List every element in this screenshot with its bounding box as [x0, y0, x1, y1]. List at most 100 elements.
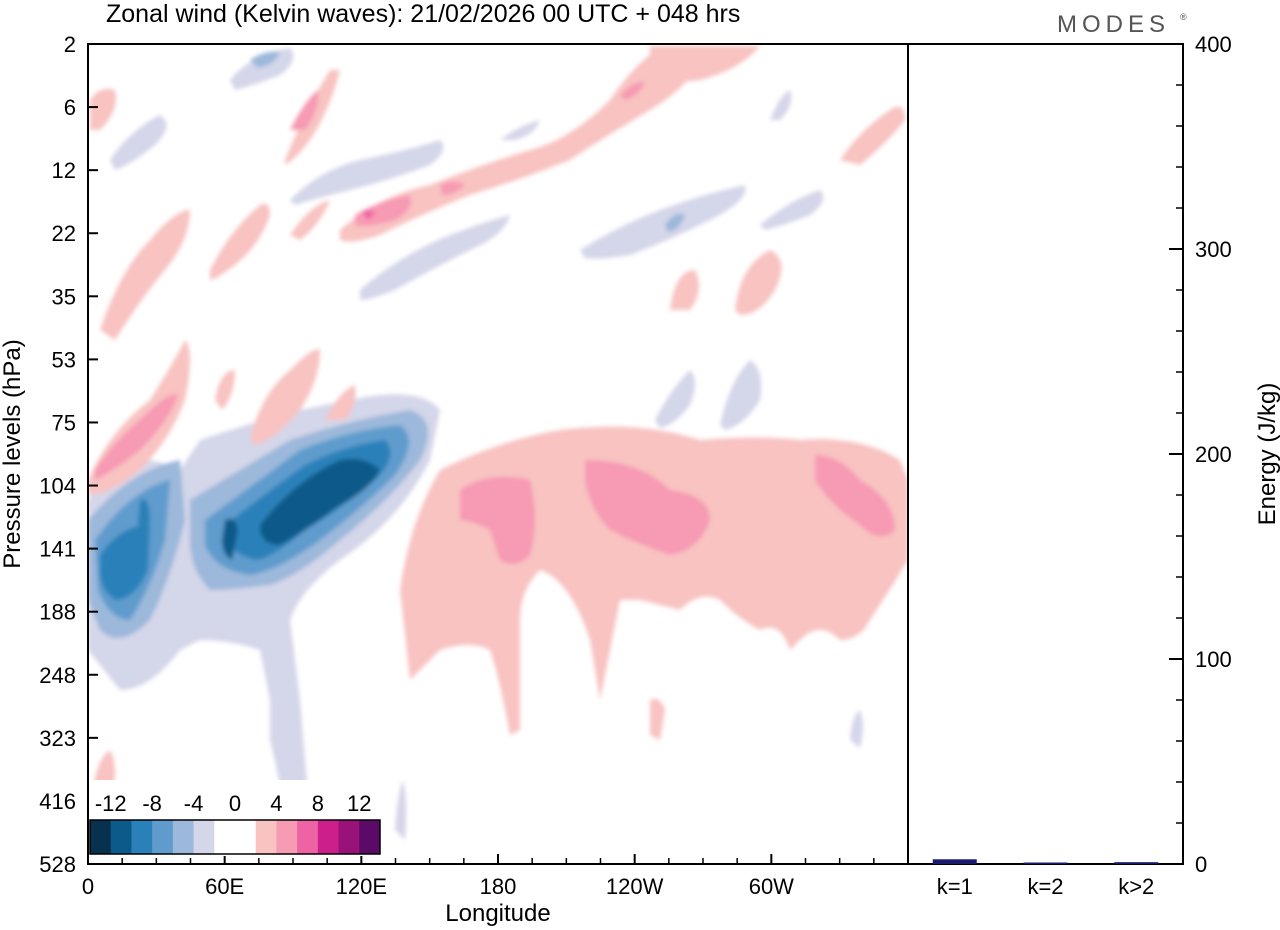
contour-region-pos-8	[460, 476, 535, 564]
y-tick-label: 416	[39, 789, 76, 814]
contour-region-neg-4	[230, 48, 294, 90]
colorbar-swatch	[297, 820, 319, 854]
contour-region-pos-4	[670, 270, 699, 310]
pressure-axis: 2 6 12 22 35 53 75 104 141 188 248 323 416 528	[39, 32, 98, 877]
contour-region-neg-20	[260, 458, 380, 545]
contour-region-pos-4	[100, 210, 190, 340]
colorbar-swatch	[317, 820, 340, 854]
contour-region-pos-4	[325, 385, 356, 420]
colorbar-swatch	[193, 820, 215, 854]
wind-contour-field	[88, 46, 908, 840]
x-tick-label: 60W	[749, 874, 794, 899]
y-tick-label: 2	[64, 32, 76, 57]
contour-region-pos-4	[840, 106, 905, 165]
colorbar-swatch	[110, 820, 132, 854]
colorbar-tick-label: -8	[142, 791, 162, 816]
contour-region-neg-20	[222, 518, 238, 560]
x-axis-label: Longitude	[445, 900, 550, 927]
energy-tick-label: 400	[1195, 32, 1232, 57]
energy-tick-label: 100	[1195, 647, 1232, 672]
contour-region-neg-4	[110, 115, 167, 170]
y-tick-label: 22	[52, 221, 76, 246]
energy-category-label: k=1	[937, 874, 973, 899]
contour-region-pos-4	[650, 46, 760, 82]
contour-region-neg-4	[850, 710, 863, 748]
energy-categories: k=1 k=2 k>2	[937, 874, 1155, 899]
energy-bar	[1023, 862, 1068, 864]
contour-region-pos-4	[650, 698, 665, 740]
colorbar-tick-label: 8	[312, 791, 324, 816]
x-tick-label: 60E	[205, 874, 244, 899]
colorbar-labels: -12 -8 -4 0 4 8 12	[95, 791, 372, 816]
energy-bars	[932, 859, 1159, 864]
colorbar	[89, 780, 381, 856]
y-tick-label: 104	[39, 474, 76, 499]
colorbar-swatch	[172, 820, 195, 854]
contour-region-neg-16	[100, 525, 150, 600]
longitude-axis: 0 60E 120E 180 120W 60W	[82, 854, 875, 899]
contour-region-pos-4	[90, 88, 116, 130]
colorbar-tick-label: -4	[184, 791, 204, 816]
y-tick-label: 188	[39, 600, 76, 625]
contour-region-neg-8	[250, 51, 280, 68]
colorbar-swatch	[359, 820, 381, 854]
y-tick-label: 248	[39, 663, 76, 688]
energy-bar	[1114, 862, 1159, 864]
colorbar-tick-label: 4	[270, 791, 282, 816]
y-axis-label: Pressure levels (hPa)	[0, 339, 26, 568]
energy-tick-label: 200	[1195, 442, 1232, 467]
colorbar-frame	[89, 819, 381, 855]
colorbar-swatch	[235, 820, 257, 854]
x-tick-label: 120E	[336, 874, 387, 899]
contour-region-pos-8	[290, 90, 319, 130]
y-tick-label: 35	[52, 284, 76, 309]
x-tick-label: 0	[82, 874, 94, 899]
energy-category-label: k=2	[1027, 874, 1063, 899]
colorbar-swatch	[152, 820, 174, 854]
contour-region-pos-8	[620, 81, 645, 100]
energy-axis: 0 100 200 300 400	[1169, 32, 1232, 877]
colorbar-swatch	[255, 820, 277, 854]
y-tick-label: 528	[39, 852, 76, 877]
contour-region-neg-4	[760, 190, 824, 230]
contour-region-neg-4	[290, 140, 444, 205]
contour-region-neg-4	[655, 370, 695, 428]
modes-logo: MODES ®	[1057, 11, 1187, 38]
energy-bar	[932, 859, 977, 864]
y-tick-label: 12	[52, 158, 76, 183]
contour-region-pos-8	[815, 455, 895, 537]
chart-title: Zonal wind (Kelvin waves): 21/02/2026 00…	[106, 0, 740, 28]
contour-region-pos-8	[585, 460, 710, 555]
y-tick-label: 53	[52, 347, 76, 372]
contour-region-neg-4	[770, 90, 792, 120]
y-tick-label: 141	[39, 537, 76, 562]
energy-axis-label: Energy (J/kg)	[1254, 383, 1280, 526]
contour-region-neg-16	[138, 499, 150, 550]
contour-region-pos-4	[250, 349, 320, 445]
energy-tick-label: 0	[1195, 852, 1207, 877]
energy-tick-label: 300	[1195, 237, 1232, 262]
colorbar-tick-label: -12	[95, 791, 127, 816]
logo-mark: ®	[1180, 12, 1187, 22]
y-tick-label: 323	[39, 726, 76, 751]
contour-region-pos-4	[290, 200, 330, 240]
contour-region-neg-4	[360, 215, 510, 300]
contour-region-pos-4	[210, 203, 270, 280]
contour-region-neg-8	[665, 213, 685, 232]
contour-region-pos-4	[340, 50, 700, 242]
contour-region-pos-8	[440, 181, 465, 195]
y-tick-label: 6	[64, 95, 76, 120]
colorbar-swatch	[276, 820, 298, 854]
contour-region-neg-4	[580, 185, 746, 259]
colorbar-swatch	[90, 820, 112, 854]
contour-region-pos-12	[362, 210, 375, 220]
contour-region-pos-8	[95, 394, 178, 480]
colorbar-tick-label: 12	[347, 791, 371, 816]
x-tick-label: 120W	[606, 874, 664, 899]
contour-region-pos-4	[735, 250, 782, 315]
colorbar-tick-label: 0	[229, 791, 241, 816]
y-tick-label: 75	[52, 410, 76, 435]
contour-region-neg-4	[720, 360, 762, 430]
colorbar-swatch	[214, 820, 236, 854]
colorbar-swatch	[131, 820, 153, 854]
